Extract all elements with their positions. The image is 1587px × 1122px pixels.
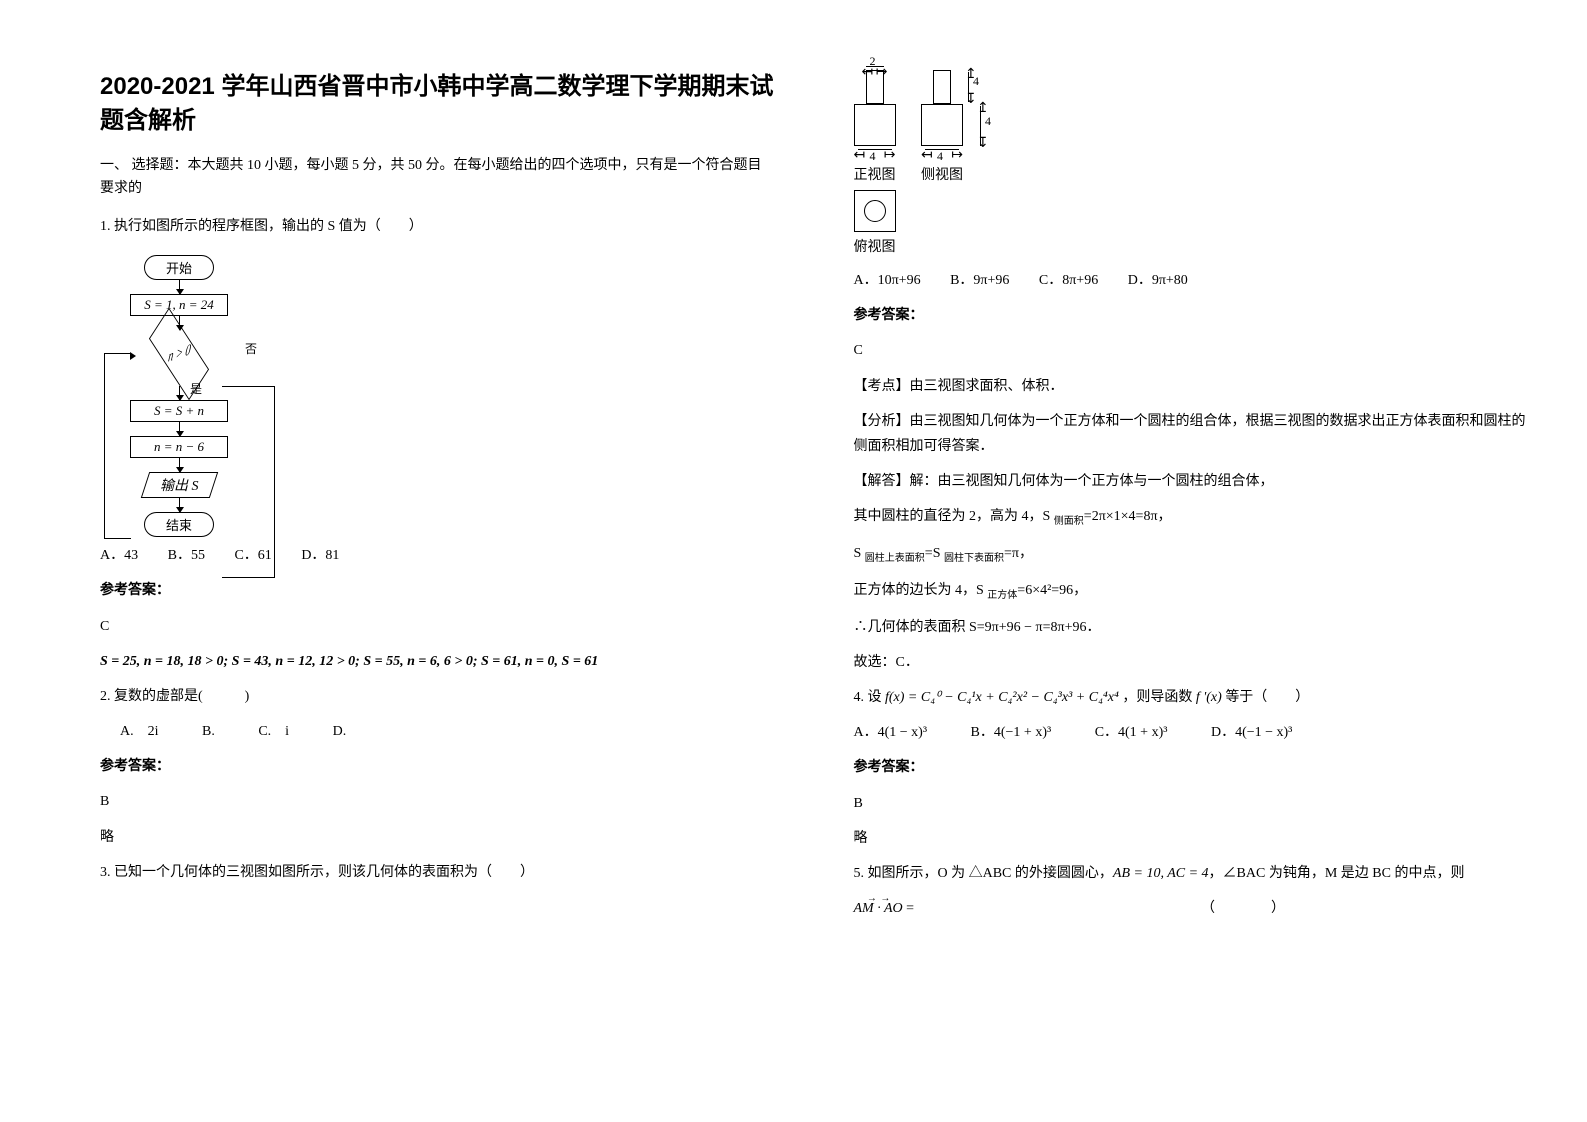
q4-note: 略 <box>854 826 1528 851</box>
right-column: 2 ↤ ↦ ↤ ↦ 4 正视图 <box>814 70 1528 1082</box>
q2-note: 略 <box>100 825 774 850</box>
fc-step1: S = S + n <box>130 400 228 422</box>
q3-jieda-3: S 圆柱上表面积=S 圆柱下表面积=π， <box>854 541 1528 568</box>
q5-ab: AB = 10, AC = 4 <box>1113 866 1209 881</box>
q2-stem: 2. 复数的虚部是( ) <box>100 684 774 709</box>
q3-ref-label: 参考答案： <box>854 303 1528 328</box>
q4-fpx: f '(x) <box>1196 690 1222 705</box>
q3-jieda-6: 故选：C． <box>854 650 1528 675</box>
q2-ref-label: 参考答案： <box>100 754 774 779</box>
fc-init: S = 1, n = 24 <box>130 294 228 316</box>
fc-output: 输出 S <box>141 472 218 498</box>
q5-stem: 5. 如图所示，O 为 △ABC 的外接圆圆心，AB = 10, AC = 4，… <box>854 861 1528 886</box>
front-view-caption: 正视图 <box>854 164 896 184</box>
q3-opt-a: A．10π+96 <box>854 268 921 293</box>
q1-stem: 1. 执行如图所示的程序框图，输出的 S 值为（ ） <box>100 214 774 239</box>
q3-opt-c: C．8π+96 <box>1039 268 1098 293</box>
q1-ref-label: 参考答案： <box>100 578 774 603</box>
q4-stem: 4. 设 f(x) = C₄⁰ − C₄¹x + C₄²x² − C₄³x³ +… <box>854 685 1528 710</box>
q1-options: A．43 B．55 C．61 D．81 <box>100 543 774 568</box>
q4-answer: B <box>854 791 1528 816</box>
q4-options: A．4(1 − x)³ B．4(−1 + x)³ C．4(1 + x)³ D．4… <box>854 720 1528 745</box>
q3-answer: C <box>854 338 1528 363</box>
dim-4b: 4 <box>937 149 943 164</box>
page: 2020-2021 学年山西省晋中市小韩中学高二数学理下学期期末试题含解析 一、… <box>0 0 1587 1122</box>
q4-fx: f(x) = C₄⁰ − C₄¹x + C₄²x² − C₄³x³ + C₄⁴x… <box>885 690 1119 705</box>
q2-options: A. 2i B. C. i D. <box>100 719 774 744</box>
q3-opt-d: D．9π+80 <box>1128 268 1188 293</box>
fc-yes-label: 是 <box>190 380 202 397</box>
fc-step2: n = n − 6 <box>130 436 228 458</box>
q2-opt-a: A. 2i <box>120 719 159 744</box>
top-view-caption: 俯视图 <box>854 236 1014 256</box>
q3-fenxi: 【分析】由三视图知几何体为一个正方体和一个圆柱的组合体，根据三视图的数据求出正方… <box>854 409 1528 459</box>
q3-stem: 3. 已知一个几何体的三视图如图所示，则该几何体的表面积为（ ） <box>100 860 774 885</box>
q2-opt-d: D. <box>333 719 347 744</box>
q3-jieda-5: ∴几何体的表面积 S=9π+96 − π=8π+96． <box>854 615 1528 640</box>
q3-jieda-1: 【解答】解：由三视图知几何体为一个正方体与一个圆柱的组合体， <box>854 469 1528 494</box>
q1-opt-d: D．81 <box>301 543 339 568</box>
q3-jieda-2: 其中圆柱的直径为 2，高为 4，S 侧面积=2π×1×4=8π， <box>854 504 1528 531</box>
q5-vec-line: → → AM · AO = （ ） <box>854 896 1528 921</box>
q4-opt-b: B．4(−1 + x)³ <box>971 720 1052 745</box>
dim-4a: 4 <box>870 149 876 164</box>
section-heading: 一、 选择题：本大题共 10 小题，每小题 5 分，共 50 分。在每小题给出的… <box>100 155 774 200</box>
q4-opt-d: D．4(−1 − x)³ <box>1211 720 1292 745</box>
q5-paren: （ ） <box>1201 901 1285 916</box>
q2-opt-b: B. <box>202 719 215 744</box>
three-view-diagram: 2 ↤ ↦ ↤ ↦ 4 正视图 <box>854 70 1014 256</box>
doc-title: 2020-2021 学年山西省晋中市小韩中学高二数学理下学期期末试题含解析 <box>100 70 774 137</box>
q1-opt-b: B．55 <box>168 543 205 568</box>
flowchart: 开始 S = 1, n = 24 n > 0 否 是 S = S + n n =… <box>130 255 228 537</box>
q4-ref-label: 参考答案： <box>854 755 1528 780</box>
q3-kaodian: 【考点】由三视图求面积、体积． <box>854 374 1528 399</box>
side-view-caption: 侧视图 <box>921 164 963 184</box>
q4-opt-c: C．4(1 + x)³ <box>1095 720 1168 745</box>
left-column: 2020-2021 学年山西省晋中市小韩中学高二数学理下学期期末试题含解析 一、… <box>100 70 814 1082</box>
q2-answer: B <box>100 789 774 814</box>
q3-jieda-4: 正方体的边长为 4，S 正方体=6×4²=96， <box>854 578 1528 605</box>
fc-end: 结束 <box>144 512 214 537</box>
q3-options: A．10π+96 B．9π+96 C．8π+96 D．9π+80 <box>854 268 1528 293</box>
q2-opt-c: C. i <box>258 719 289 744</box>
q1-answer: C <box>100 614 774 639</box>
q1-opt-a: A．43 <box>100 543 138 568</box>
q3-opt-b: B．9π+96 <box>950 268 1009 293</box>
fc-no-label: 否 <box>245 340 257 357</box>
q4-opt-a: A．4(1 − x)³ <box>854 720 928 745</box>
fc-start: 开始 <box>144 255 214 280</box>
q1-work: S = 25, n = 18, 18 > 0; S = 43, n = 12, … <box>100 649 774 674</box>
